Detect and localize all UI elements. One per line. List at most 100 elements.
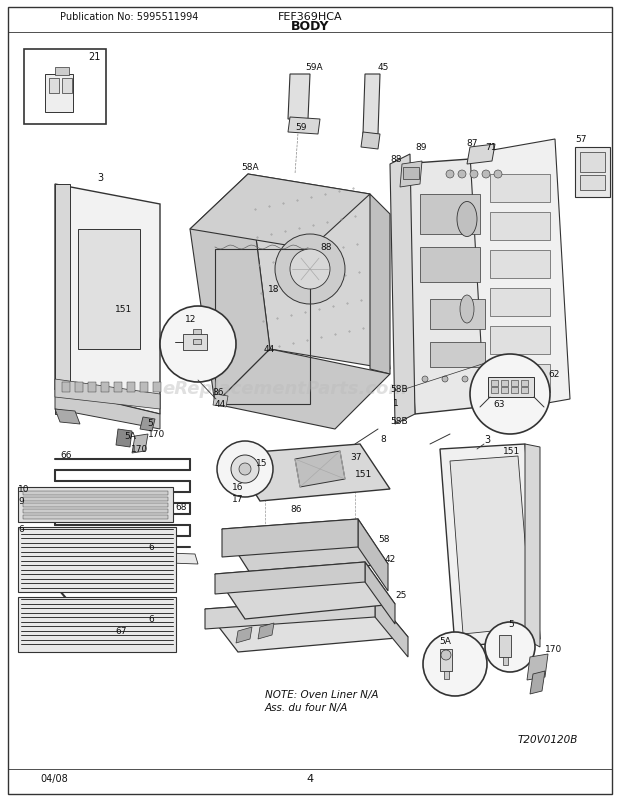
- Text: 3: 3: [97, 172, 103, 183]
- Polygon shape: [365, 562, 395, 624]
- Polygon shape: [52, 549, 198, 565]
- Polygon shape: [527, 654, 548, 680]
- Bar: [430, 300, 485, 330]
- Polygon shape: [288, 75, 310, 119]
- Bar: [430, 342, 485, 367]
- Text: 44: 44: [215, 400, 226, 409]
- Bar: [114, 383, 122, 392]
- Text: 71: 71: [485, 144, 497, 152]
- Bar: [490, 251, 550, 278]
- Polygon shape: [440, 444, 540, 647]
- Text: 18: 18: [268, 286, 280, 294]
- Text: 63: 63: [493, 400, 505, 409]
- Circle shape: [239, 464, 251, 476]
- Polygon shape: [390, 155, 415, 424]
- Text: 5: 5: [147, 419, 153, 428]
- Circle shape: [217, 441, 273, 497]
- Text: 6: 6: [18, 525, 24, 534]
- Text: 04/08: 04/08: [40, 773, 68, 783]
- Bar: [420, 195, 480, 235]
- Bar: [575, 148, 610, 198]
- Polygon shape: [215, 562, 365, 594]
- Text: 21: 21: [88, 52, 100, 62]
- Polygon shape: [525, 444, 540, 647]
- Text: 89: 89: [415, 144, 427, 152]
- Polygon shape: [222, 520, 358, 557]
- Text: 66: 66: [60, 451, 71, 460]
- Bar: [490, 213, 550, 241]
- Text: 68: 68: [175, 503, 187, 512]
- Polygon shape: [400, 155, 555, 415]
- Text: 3: 3: [484, 435, 490, 444]
- Bar: [491, 387, 498, 394]
- Text: 16: 16: [232, 483, 244, 492]
- Text: 88: 88: [320, 243, 332, 252]
- Circle shape: [482, 376, 488, 383]
- Text: 170: 170: [131, 445, 149, 454]
- Text: 37: 37: [350, 453, 361, 462]
- Text: 17: 17: [232, 495, 244, 504]
- Text: 151: 151: [115, 305, 132, 314]
- Text: 1: 1: [393, 399, 399, 408]
- Text: 58B: 58B: [390, 417, 407, 426]
- Polygon shape: [361, 133, 380, 150]
- Bar: [62, 79, 72, 94]
- Bar: [501, 387, 508, 394]
- Polygon shape: [213, 395, 228, 407]
- Polygon shape: [55, 379, 160, 410]
- Circle shape: [485, 622, 535, 672]
- Polygon shape: [222, 520, 388, 577]
- Circle shape: [160, 306, 236, 383]
- Bar: [45, 75, 73, 113]
- Polygon shape: [230, 444, 390, 501]
- Polygon shape: [140, 418, 155, 431]
- Bar: [403, 168, 419, 180]
- Circle shape: [290, 249, 330, 290]
- Text: 67: 67: [115, 626, 126, 636]
- Text: 59: 59: [295, 124, 306, 132]
- Bar: [101, 383, 109, 392]
- Text: 58A: 58A: [241, 164, 259, 172]
- Text: 59A: 59A: [305, 63, 322, 72]
- Bar: [193, 330, 201, 334]
- Polygon shape: [215, 562, 395, 619]
- Polygon shape: [205, 597, 375, 630]
- Text: Publication No: 5995511994: Publication No: 5995511994: [60, 12, 198, 22]
- Text: 170: 170: [148, 430, 166, 439]
- Polygon shape: [363, 75, 380, 135]
- Text: 87: 87: [466, 138, 477, 148]
- Polygon shape: [55, 390, 160, 429]
- Polygon shape: [295, 452, 345, 488]
- Bar: [62, 383, 70, 392]
- Bar: [18, 528, 176, 592]
- Circle shape: [482, 171, 490, 179]
- Text: 42: 42: [385, 555, 396, 564]
- Text: 6: 6: [148, 615, 154, 624]
- Bar: [153, 383, 161, 392]
- Circle shape: [470, 354, 550, 435]
- Text: 45: 45: [378, 63, 389, 72]
- Circle shape: [423, 632, 487, 696]
- Circle shape: [446, 171, 454, 179]
- Text: 25: 25: [395, 591, 406, 600]
- Text: 4: 4: [306, 773, 314, 783]
- Bar: [490, 365, 550, 392]
- Text: 62: 62: [548, 370, 559, 379]
- Bar: [88, 383, 96, 392]
- Text: 44: 44: [264, 345, 275, 354]
- Bar: [444, 671, 449, 679]
- Text: 5A: 5A: [124, 432, 136, 441]
- Circle shape: [470, 171, 478, 179]
- Text: 151: 151: [355, 470, 372, 479]
- Ellipse shape: [457, 202, 477, 237]
- Circle shape: [441, 650, 451, 660]
- Text: 58: 58: [378, 535, 389, 544]
- Polygon shape: [258, 623, 274, 639]
- Text: FEF369HCA: FEF369HCA: [278, 12, 342, 22]
- Bar: [23, 497, 168, 501]
- Circle shape: [231, 456, 259, 484]
- Bar: [490, 175, 550, 203]
- Polygon shape: [288, 118, 320, 135]
- Circle shape: [422, 376, 428, 383]
- Polygon shape: [132, 435, 148, 453]
